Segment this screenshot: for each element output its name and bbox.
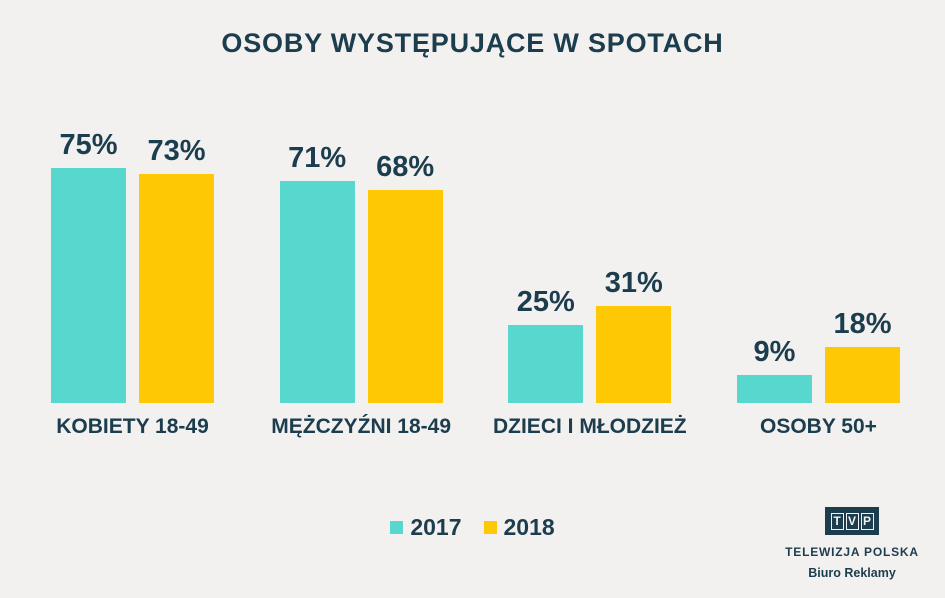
bar-group-mezczyzni-18-49: 71% 68% MĘŻCZYŹNI 18-49 [271,0,451,460]
bar-2018 [139,174,214,403]
bar-2018 [596,306,672,403]
bar-2018 [367,190,443,403]
bar-column-2018: 68% [367,151,443,403]
bar-value-2018: 31% [604,267,663,299]
bar-2018 [824,347,900,403]
bar-column-2017: 75% [51,129,126,403]
bar-2017 [279,181,355,403]
legend-item-2018: 2018 [483,514,555,541]
bar-pair: 75% 73% [51,0,214,403]
bar-value-2017: 9% [753,336,796,368]
bar-column-2017: 9% [736,336,812,403]
bar-group-dzieci-i-mlodziez: 25% 31% DZIECI I MŁODZIEŻ [493,0,687,460]
bar-group-kobiety-18-49: 75% 73% KOBIETY 18-49 [51,0,214,460]
category-label: MĘŻCZYŹNI 18-49 [271,415,452,438]
category-label: DZIECI I MŁODZIEŻ [492,415,687,438]
chart-title: OSOBY WYSTĘPUJĄCE W SPOTACH [221,28,724,58]
bar-column-2018: 18% [824,308,900,403]
bar-2017 [736,375,812,403]
legend-swatch-2018 [483,521,497,534]
bar-pair: 9% 18% [736,0,900,403]
bar-2017 [508,325,584,403]
bar-pair: 71% 68% [279,0,443,403]
bar-column-2018: 31% [596,267,672,403]
tvp-branding: T V P TELEWIZJA POLSKA Biuro Reklamy [785,507,918,580]
brand-name: TELEWIZJA POLSKA [785,545,919,559]
bar-value-2017: 75% [59,129,118,161]
legend-label-2018: 2018 [503,514,555,540]
tvp-logo-letter-t: T [830,512,844,530]
bar-value-2017: 71% [288,142,347,174]
legend: 2017 2018 [0,514,945,541]
bar-chart: 75% 73% KOBIETY 18-49 71% 68% MĘŻCZYŹNI … [51,0,900,460]
bar-pair: 25% 31% [508,0,672,403]
bar-2017 [51,168,126,403]
tvp-logo: T V P [825,507,879,535]
legend-swatch-2017 [390,521,404,534]
tvp-logo-letter-v: V [845,512,859,530]
bar-column-2017: 25% [508,286,584,403]
legend-label-2017: 2017 [410,514,462,540]
bar-column-2017: 71% [279,142,355,403]
bar-value-2017: 25% [516,286,575,318]
category-label: KOBIETY 18-49 [56,415,209,438]
legend-item-2017: 2017 [390,514,462,541]
bar-value-2018: 18% [833,308,892,340]
bar-value-2018: 73% [147,135,206,167]
bar-value-2018: 68% [376,151,435,183]
category-label: OSOBY 50+ [760,415,877,438]
bar-column-2018: 73% [139,135,214,403]
brand-department: Biuro Reklamy [808,566,896,580]
bar-group-osoby-50-plus: 9% 18% OSOBY 50+ [736,0,900,460]
tvp-logo-letter-p: P [860,512,874,530]
